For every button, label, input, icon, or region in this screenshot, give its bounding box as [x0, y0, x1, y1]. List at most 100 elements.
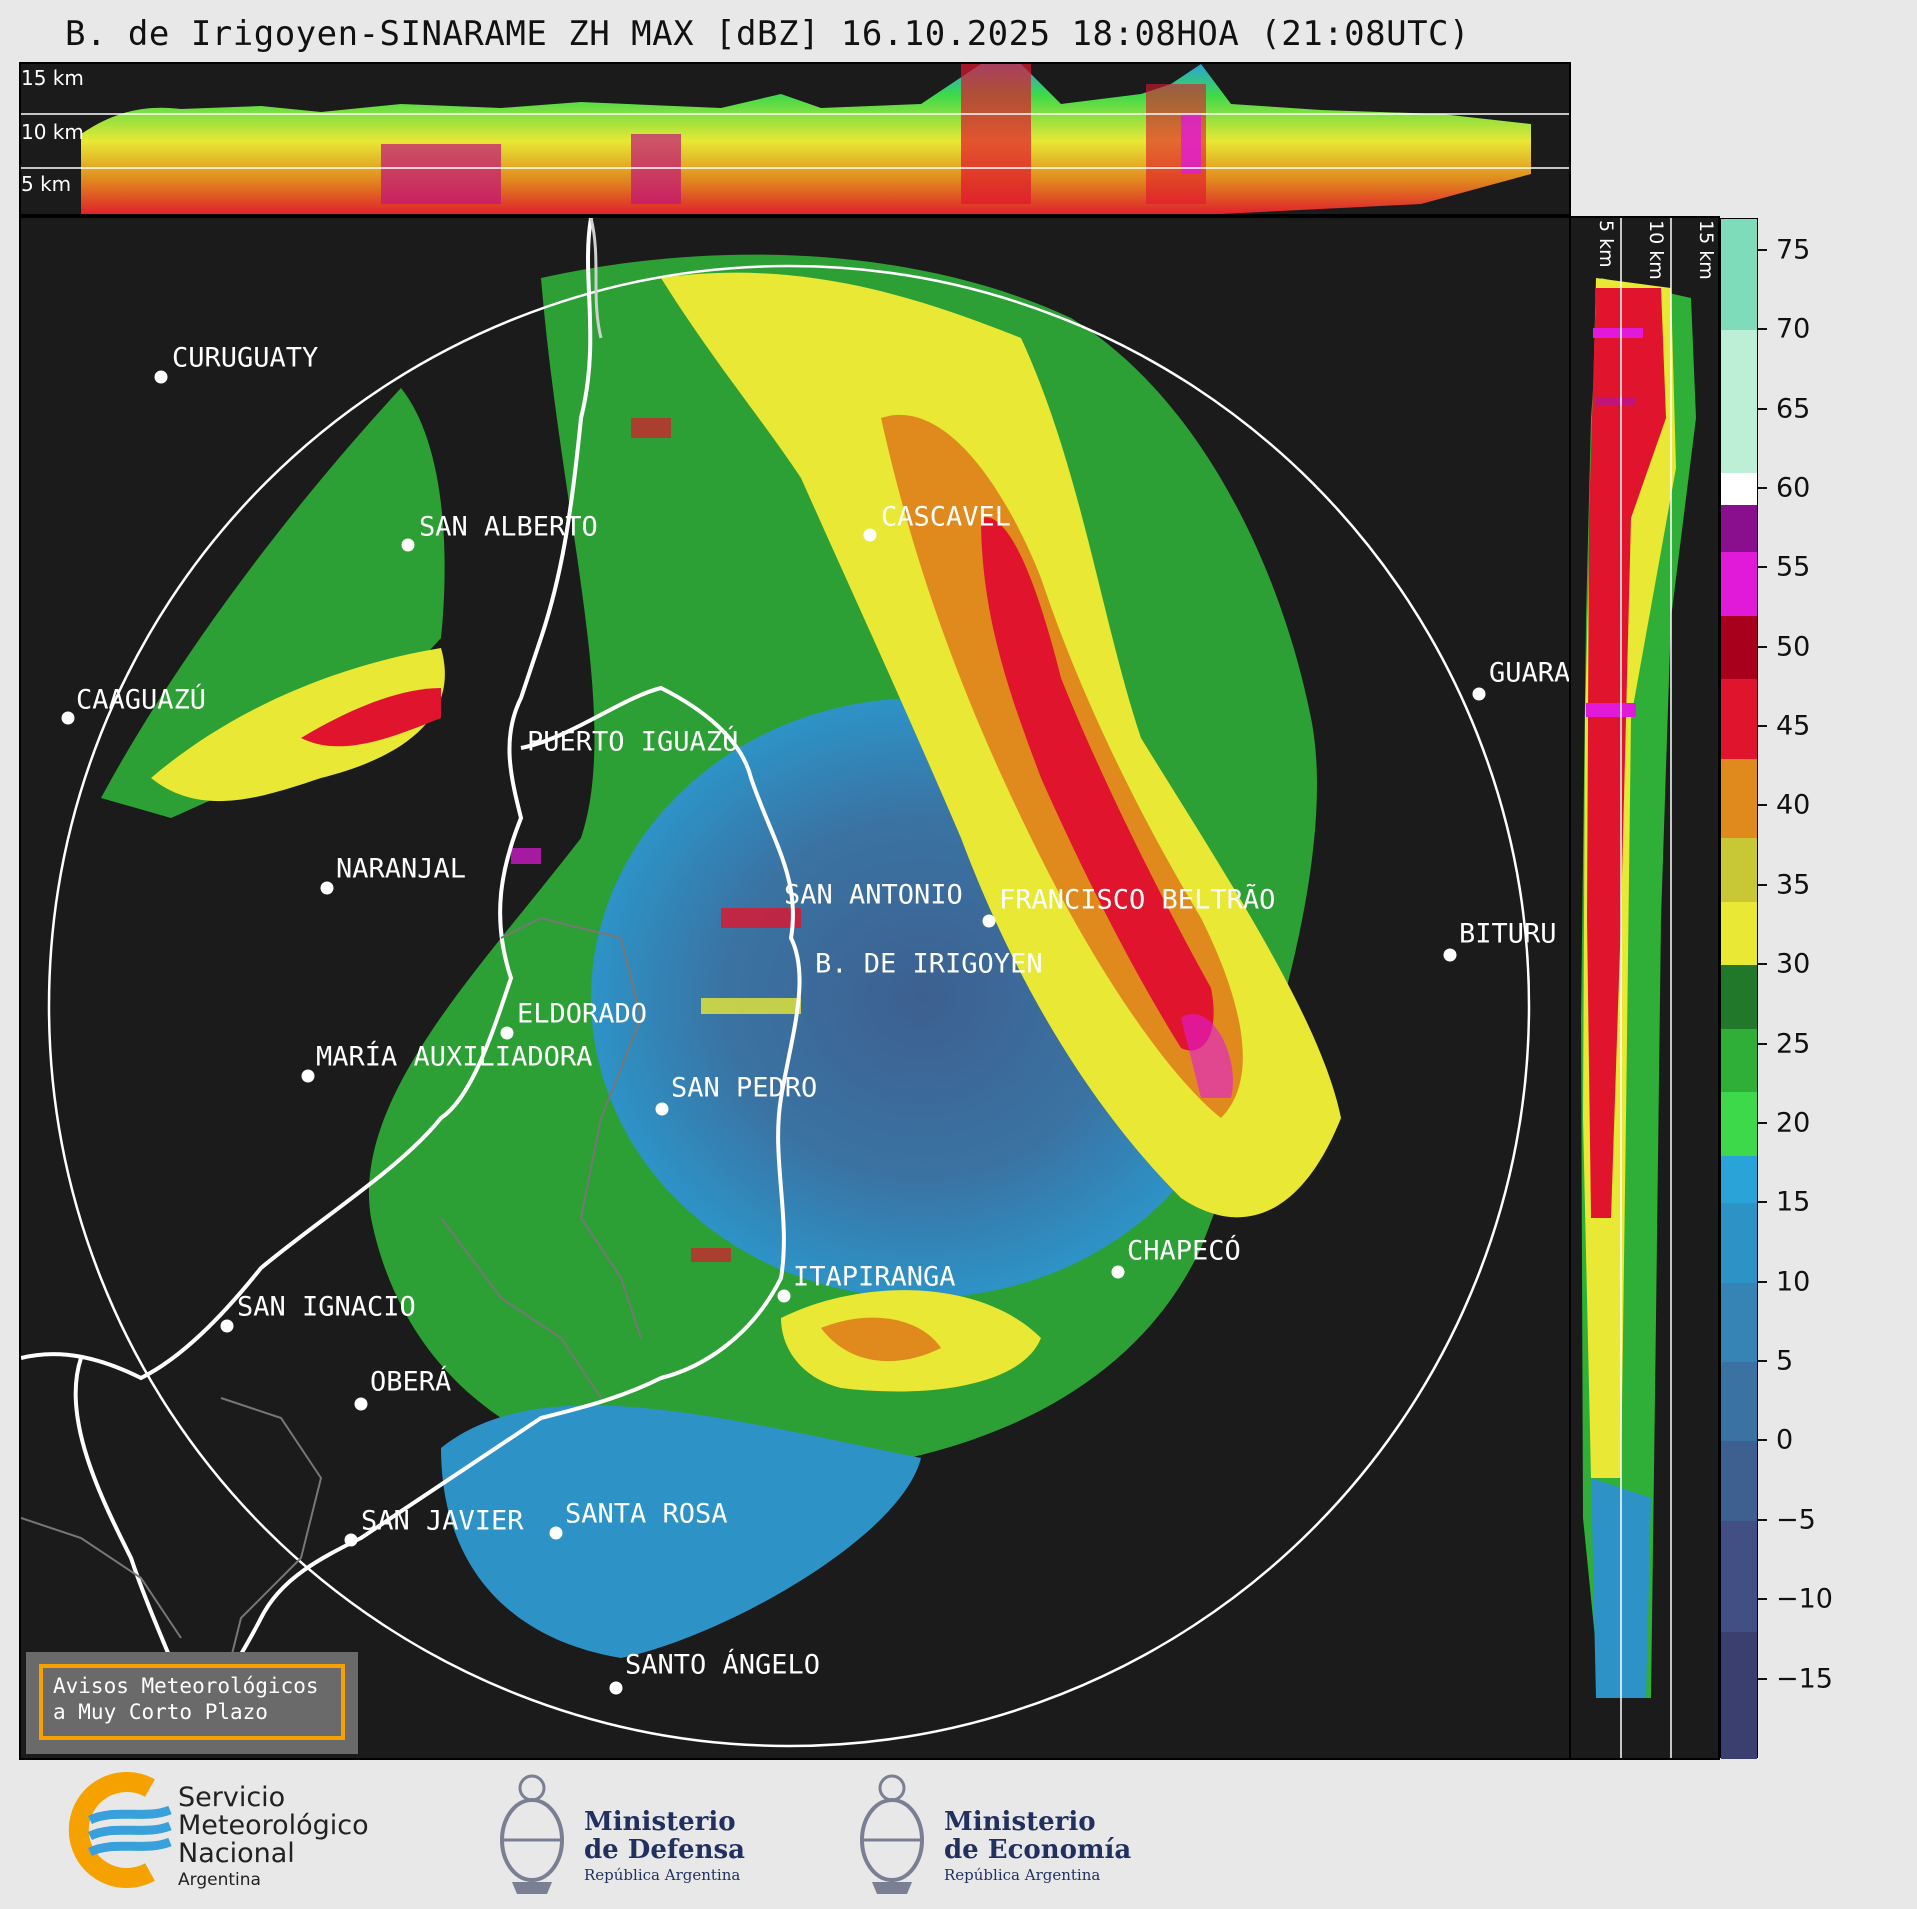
- radar-map: CURUGUATY SAN ALBERTO CASCAVEL GUARA CAA…: [19, 216, 1571, 1760]
- colorbar-band: [1721, 330, 1757, 473]
- city-label-caaguazu: CAAGUAZÚ: [76, 684, 207, 716]
- colorbar-tick-mark: [1758, 804, 1767, 807]
- city-dot-san-ignacio: [220, 1319, 234, 1333]
- warning-line-1: Avisos Meteorológicos: [53, 1674, 319, 1698]
- colorbar-band: [1721, 473, 1757, 505]
- colorbar-tick-label: −10: [1776, 1583, 1833, 1615]
- colorbar-band: [1721, 1282, 1757, 1363]
- smn-name-2: Meteorológico: [178, 1810, 369, 1841]
- warning-frame: Avisos Meteorológicos a Muy Corto Plazo: [39, 1664, 345, 1740]
- colorbar-tick-mark: [1758, 1042, 1767, 1045]
- colorbar-tick-mark: [1758, 1360, 1767, 1363]
- colorbar-tick-label: 20: [1776, 1107, 1811, 1139]
- city-label-francisco-beltrao: FRANCISCO BELTRÃO: [999, 884, 1276, 916]
- colorbar-band: [1721, 679, 1757, 759]
- colorbar-tick-mark: [1758, 725, 1767, 728]
- side-height-label-5km: 5 km: [1595, 220, 1617, 268]
- colorbar-tick-mark: [1758, 1677, 1767, 1680]
- city-dot-naranjal: [320, 881, 334, 895]
- top-height-label-5km: 5 km: [21, 172, 72, 196]
- city-dot-san-pedro: [655, 1102, 669, 1116]
- colorbar: [1720, 218, 1758, 1759]
- city-label-san-alberto: SAN ALBERTO: [419, 511, 598, 543]
- colorbar-tick-label: 45: [1776, 710, 1811, 742]
- economia-name-2: de Economía: [944, 1835, 1132, 1865]
- colorbar-tick-mark: [1758, 1518, 1767, 1521]
- city-label-bituru: BITURU: [1459, 918, 1557, 950]
- city-label-obera: OBERÁ: [370, 1366, 452, 1398]
- economia-sub: República Argentina: [944, 1866, 1101, 1884]
- city-dot-obera: [354, 1397, 368, 1411]
- warning-box: Avisos Meteorológicos a Muy Corto Plazo: [26, 1652, 358, 1754]
- colorbar-band: [1721, 758, 1757, 839]
- warning-line-2: a Muy Corto Plazo: [53, 1700, 268, 1724]
- colorbar-tick-label: 60: [1776, 472, 1811, 504]
- colorbar-band: [1721, 615, 1757, 680]
- smn-logo-icon: [68, 1772, 172, 1888]
- top-height-label-10km: 10 km: [21, 120, 84, 144]
- city-dot-san-alberto: [401, 538, 415, 552]
- colorbar-band: [1721, 504, 1757, 553]
- city-label-curuguaty: CURUGUATY: [172, 342, 319, 374]
- colorbar-tick-mark: [1758, 883, 1767, 886]
- colorbar-tick-mark: [1758, 1201, 1767, 1204]
- colorbar-band: [1721, 838, 1757, 902]
- city-label-santo-angelo: SANTO ÁNGELO: [625, 1649, 821, 1681]
- colorbar-tick-label: 65: [1776, 393, 1811, 424]
- city-dot-santa-rosa: [549, 1526, 563, 1540]
- city-label-eldorado: ELDORADO: [517, 998, 648, 1030]
- city-dot-maria-auxiliadora: [301, 1069, 315, 1083]
- city-label-san-javier: SAN JAVIER: [361, 1505, 524, 1537]
- colorbar-band: [1721, 1631, 1757, 1759]
- city-label-san-pedro: SAN PEDRO: [671, 1072, 818, 1104]
- colorbar-tick-mark: [1758, 645, 1767, 648]
- colorbar-band: [1721, 1155, 1757, 1204]
- colorbar-tick-label: −15: [1776, 1663, 1833, 1695]
- side-height-label-10km: 10 km: [1645, 220, 1667, 280]
- colorbar-tick-mark: [1758, 1280, 1767, 1283]
- colorbar-tick-label: 25: [1776, 1028, 1811, 1060]
- logo-footer: Servicio Meteorológico Nacional Argentin…: [0, 1762, 1917, 1909]
- side-cross-section-echoes: [1581, 218, 1696, 1758]
- colorbar-band: [1721, 1362, 1757, 1442]
- colorbar-tick-label: 30: [1776, 948, 1811, 980]
- colorbar-tick-label: 35: [1776, 869, 1811, 901]
- colorbar-tick-label: 0: [1776, 1424, 1794, 1456]
- top-cross-section-echoes: [21, 64, 1569, 214]
- defensa-sub: República Argentina: [584, 1866, 741, 1884]
- colorbar-band: [1721, 965, 1757, 1029]
- city-label-san-antonio: SAN ANTONIO: [784, 879, 963, 911]
- smn-name-3: Nacional: [178, 1838, 295, 1869]
- city-label-cascavel: CASCAVEL: [881, 501, 1012, 533]
- radar-echoes: [21, 218, 1531, 1748]
- city-label-puerto-iguazu: PUERTO IGUAZÚ: [527, 726, 739, 758]
- colorbar-tick-label: 10: [1776, 1266, 1811, 1298]
- city-label-itapiranga: ITAPIRANGA: [793, 1261, 956, 1293]
- colorbar-tick-label: 15: [1776, 1186, 1811, 1218]
- colorbar-tick-mark: [1758, 1439, 1767, 1442]
- city-label-b-de-irigoyen: B. DE IRIGOYEN: [815, 948, 1043, 980]
- colorbar-band: [1721, 552, 1757, 616]
- colorbar-band: [1721, 1092, 1757, 1156]
- colorbar-tick-mark: [1758, 486, 1767, 489]
- colorbar-tick-mark: [1758, 328, 1767, 331]
- city-dot-chapeco: [1111, 1265, 1125, 1279]
- top-height-label-15km: 15 km: [21, 66, 84, 90]
- city-dot-guara: [1472, 687, 1486, 701]
- colorbar-band: [1721, 1203, 1757, 1283]
- side-cross-section-panel: 5 km 10 km 15 km: [1571, 216, 1720, 1760]
- page-title: B. de Irigoyen-SINARAME ZH MAX [dBZ] 16.…: [65, 14, 1470, 54]
- colorbar-tick-label: 40: [1776, 789, 1811, 821]
- city-dot-cascavel: [863, 528, 877, 542]
- colorbar-tick-label: 5: [1776, 1345, 1794, 1377]
- colorbar-tick-mark: [1758, 407, 1767, 410]
- defensa-name-1: Ministerio: [584, 1807, 736, 1837]
- defensa-name-2: de Defensa: [584, 1835, 745, 1865]
- economia-name-1: Ministerio: [944, 1807, 1096, 1837]
- colorbar-tick-mark: [1758, 963, 1767, 966]
- city-label-san-ignacio: SAN IGNACIO: [237, 1291, 416, 1323]
- city-label-naranjal: NARANJAL: [336, 853, 467, 885]
- colorbar-tick-label: 70: [1776, 313, 1811, 345]
- smn-name-4: Argentina: [178, 1870, 261, 1890]
- colorbar-tick-mark: [1758, 1121, 1767, 1124]
